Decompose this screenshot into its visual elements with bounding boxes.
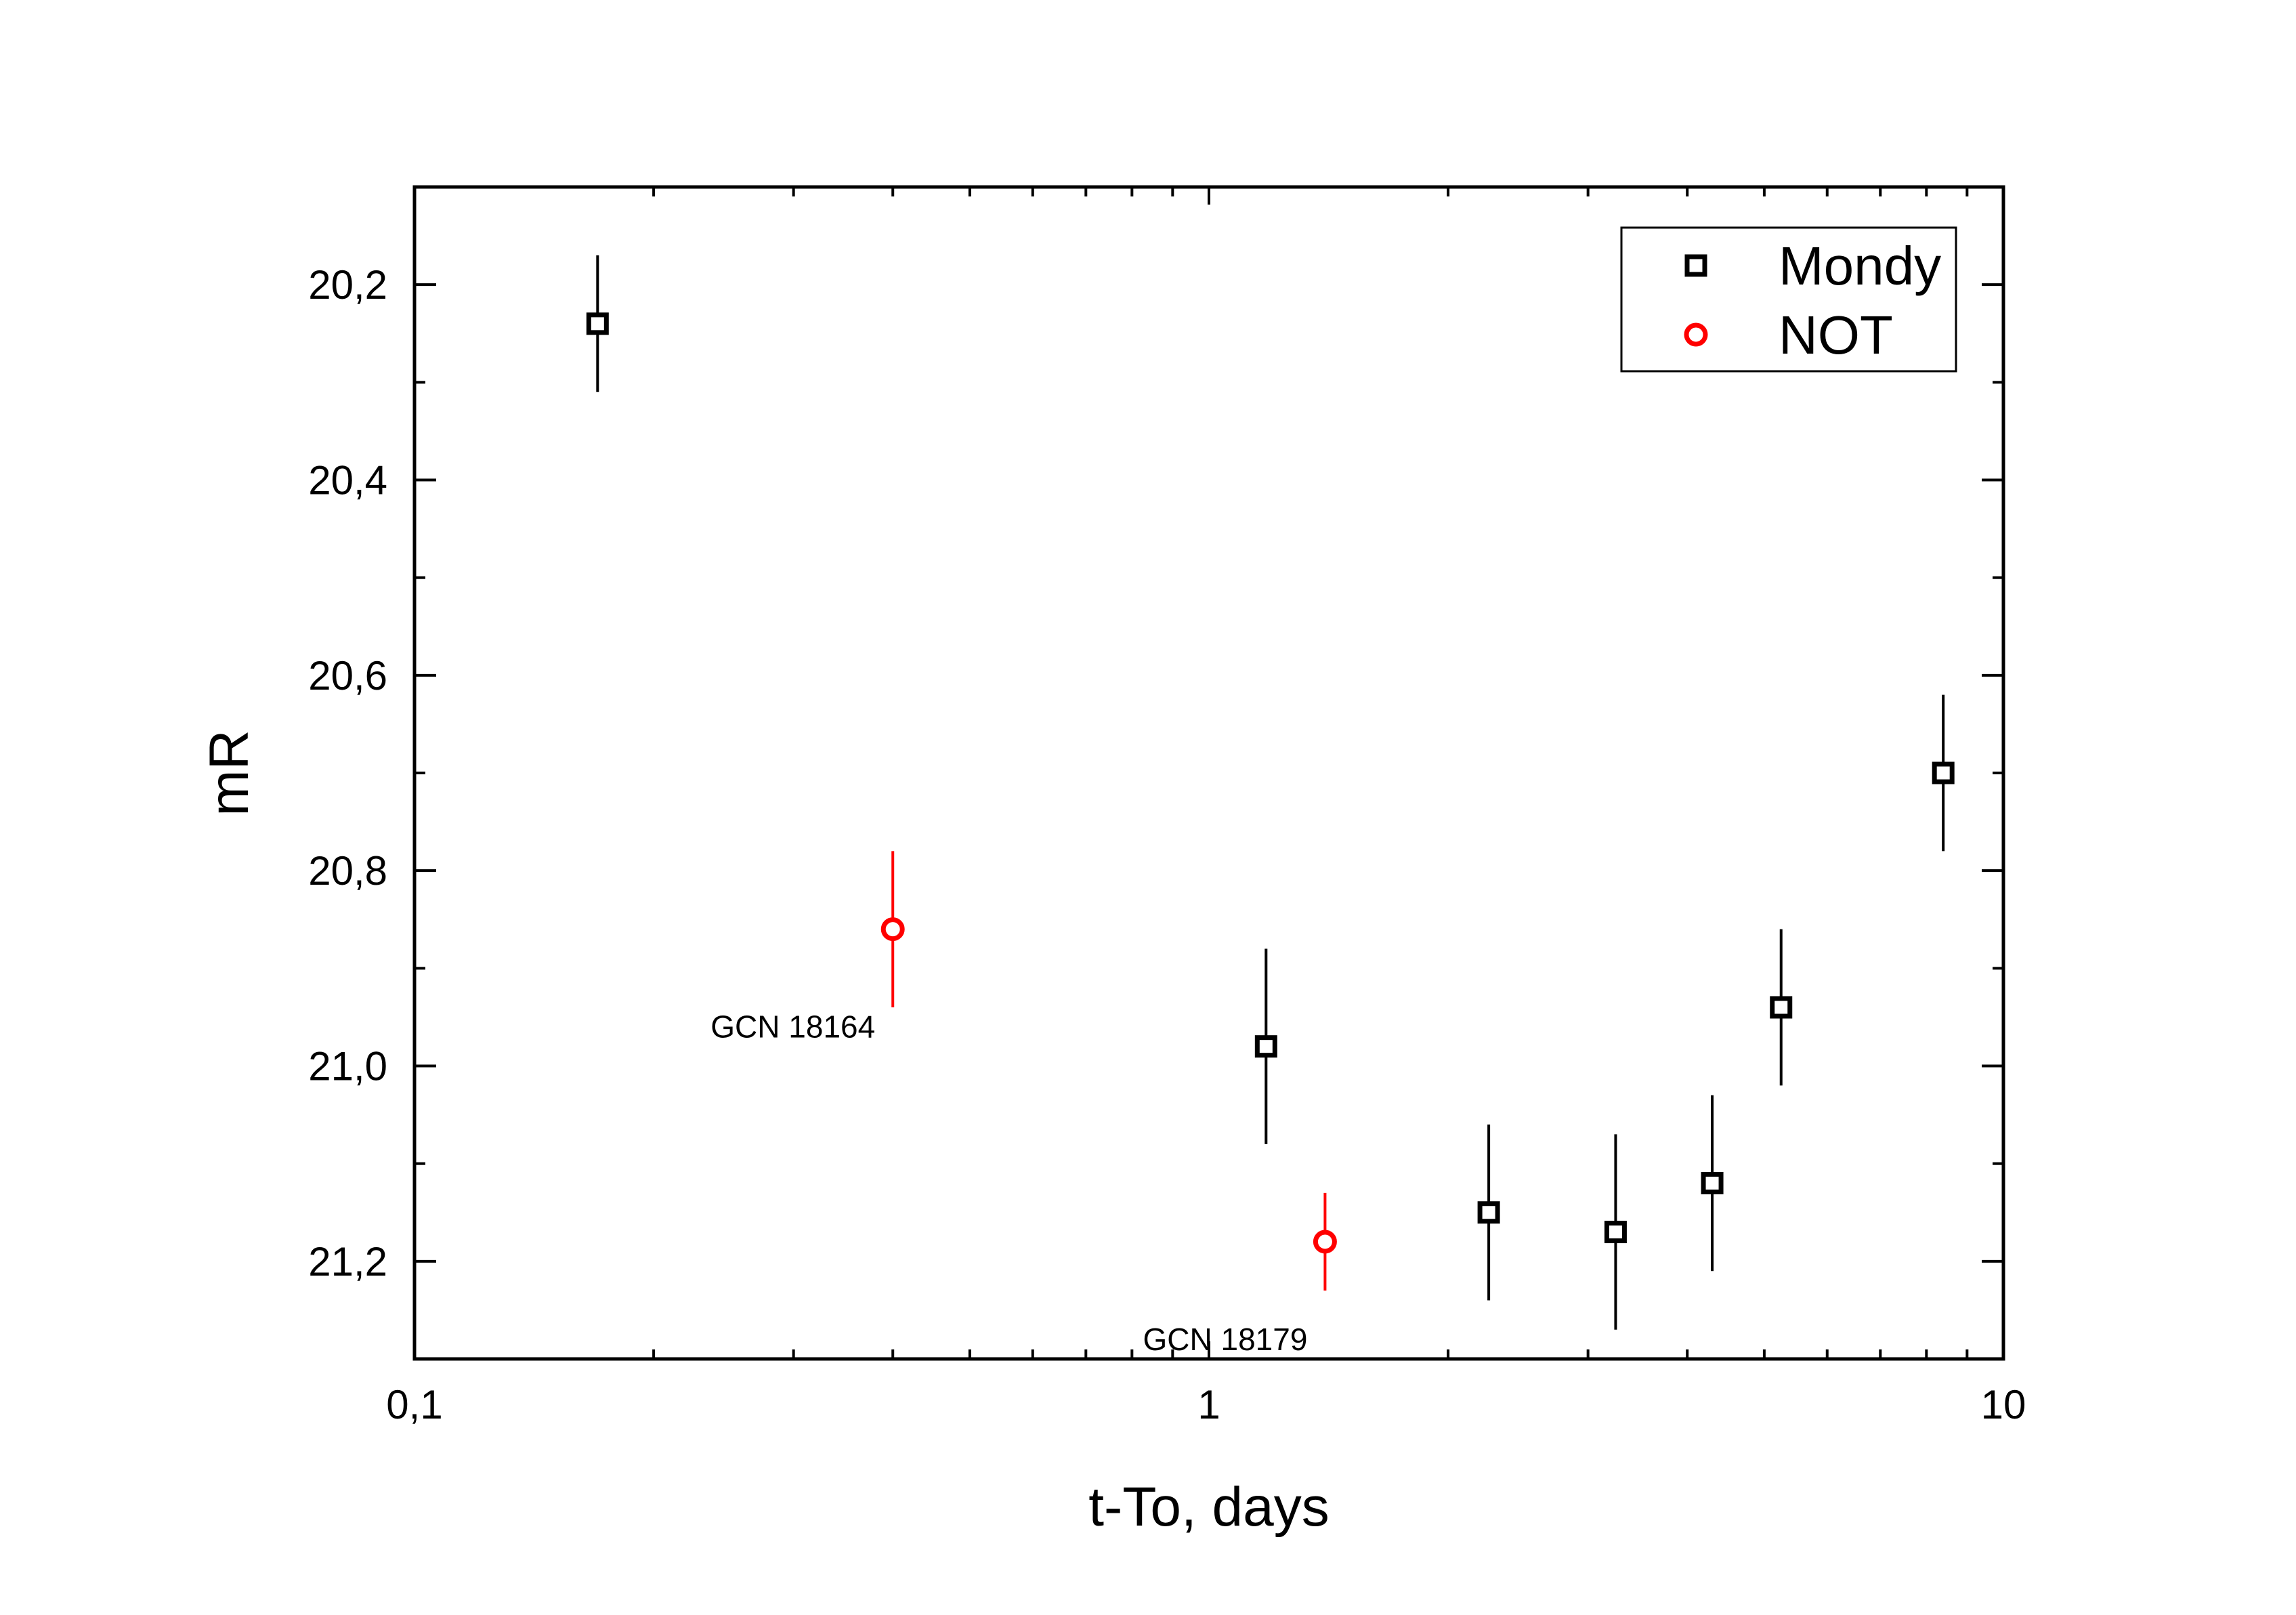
data-point-square: [1477, 1201, 1500, 1224]
y-tick-label: 20,6: [308, 653, 387, 698]
data-point-square: [1254, 1035, 1277, 1058]
legend-marker-circle: [1684, 322, 1708, 347]
legend-label: NOT: [1779, 305, 1893, 365]
annotation-label: GCN 18179: [1143, 1322, 1307, 1357]
y-tick-label: 20,8: [308, 848, 387, 894]
legend-label: Mondy: [1779, 236, 1941, 296]
data-point-square: [1932, 761, 1955, 784]
y-tick-label: 20,2: [308, 262, 387, 308]
y-tick-label: 21,0: [308, 1044, 387, 1089]
data-point-circle: [880, 917, 905, 942]
legend: Mondy NOT: [1620, 226, 1957, 373]
data-marks: [586, 255, 1955, 1330]
axis-ticks: [413, 186, 2005, 1360]
annotation-label: GCN 18164: [710, 1009, 875, 1045]
data-point-square: [1770, 996, 1793, 1019]
legend-box: [1620, 226, 1957, 373]
x-tick-label: 1: [1197, 1382, 1220, 1427]
data-point-square: [1701, 1172, 1724, 1194]
y-tick-label: 21,2: [308, 1239, 387, 1284]
data-point-square: [586, 312, 609, 335]
y-axis-label: mR: [198, 730, 260, 816]
y-tick-label: 20,4: [308, 458, 387, 503]
data-point-circle: [1313, 1230, 1337, 1254]
legend-marker-square: [1684, 254, 1707, 277]
data-point-square: [1604, 1221, 1627, 1244]
axis-tick-labels: 0,1 1 10 20,2 20,4 20,6 20,8 21,0 21,2: [308, 262, 2026, 1427]
x-tick-label: 0,1: [386, 1382, 442, 1427]
x-tick-label: 10: [1981, 1382, 2026, 1427]
annotations: GCN 18164 GCN 18179: [710, 1009, 1307, 1357]
x-axis-label: t-To, days: [1088, 1476, 1329, 1538]
